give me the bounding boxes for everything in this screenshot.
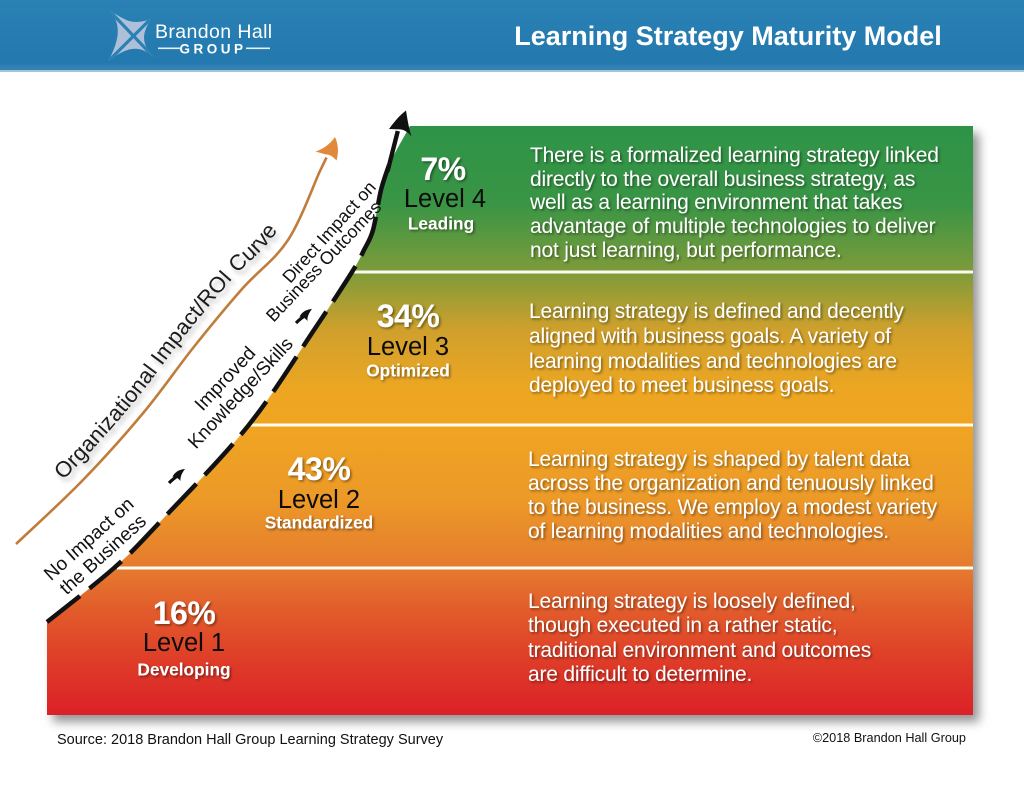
svg-text:Level 2: Level 2 bbox=[278, 486, 360, 514]
svg-text:There is a formalized learning: There is a formalized learning strategy … bbox=[530, 144, 939, 167]
svg-text:traditional environment and ou: traditional environment and outcomes bbox=[528, 639, 871, 662]
svg-text:Source: 2018 Brandon Hall Grou: Source: 2018 Brandon Hall Group Learning… bbox=[57, 732, 444, 748]
svg-text:Level 4: Level 4 bbox=[404, 185, 486, 213]
svg-text:Learning Strategy Maturity Mod: Learning Strategy Maturity Model bbox=[514, 21, 942, 51]
svg-text:not just learning, but perform: not just learning, but performance. bbox=[530, 239, 842, 262]
svg-text:learning modalities and techno: learning modalities and technologies are bbox=[529, 350, 897, 373]
svg-text:Optimized: Optimized bbox=[366, 361, 450, 381]
svg-text:Brandon Hall: Brandon Hall bbox=[155, 21, 273, 43]
svg-text:directly to the overall busine: directly to the overall business strateg… bbox=[530, 168, 915, 191]
svg-text:©2018 Brandon Hall Group: ©2018 Brandon Hall Group bbox=[813, 731, 966, 745]
svg-text:Learning strategy is shaped by: Learning strategy is shaped by talent da… bbox=[528, 448, 910, 471]
svg-text:34%: 34% bbox=[377, 298, 440, 334]
svg-text:Learning strategy is defined a: Learning strategy is defined and decentl… bbox=[529, 300, 904, 323]
svg-text:though executed in a rather st: though executed in a rather static, bbox=[528, 614, 837, 637]
svg-text:to the business. We employ a m: to the business. We employ a modest vari… bbox=[528, 496, 938, 519]
svg-text:advantage of multiple technolo: advantage of multiple technologies to de… bbox=[530, 215, 936, 238]
svg-text:7%: 7% bbox=[420, 151, 465, 187]
svg-text:aligned with business goals. A: aligned with business goals. A variety o… bbox=[529, 325, 891, 348]
svg-text:43%: 43% bbox=[288, 451, 351, 487]
svg-text:well as a learning environment: well as a learning environment that take… bbox=[529, 191, 902, 214]
svg-text:Level 3: Level 3 bbox=[367, 333, 449, 361]
svg-text:deployed to meet business goal: deployed to meet business goals. bbox=[529, 374, 834, 397]
svg-text:Standardized: Standardized bbox=[265, 513, 374, 533]
svg-text:Level 1: Level 1 bbox=[143, 629, 225, 657]
svg-text:are difficult to determine.: are difficult to determine. bbox=[528, 663, 752, 686]
svg-text:of learning modalities and tec: of learning modalities and technologies. bbox=[528, 520, 889, 543]
svg-text:Leading: Leading bbox=[408, 214, 474, 234]
svg-text:Developing: Developing bbox=[137, 660, 230, 680]
svg-text:GROUP: GROUP bbox=[179, 42, 246, 57]
svg-text:across the organization and te: across the organization and tenuously li… bbox=[528, 472, 934, 495]
svg-text:Learning strategy is loosely d: Learning strategy is loosely defined, bbox=[528, 590, 856, 613]
svg-text:16%: 16% bbox=[153, 595, 216, 631]
